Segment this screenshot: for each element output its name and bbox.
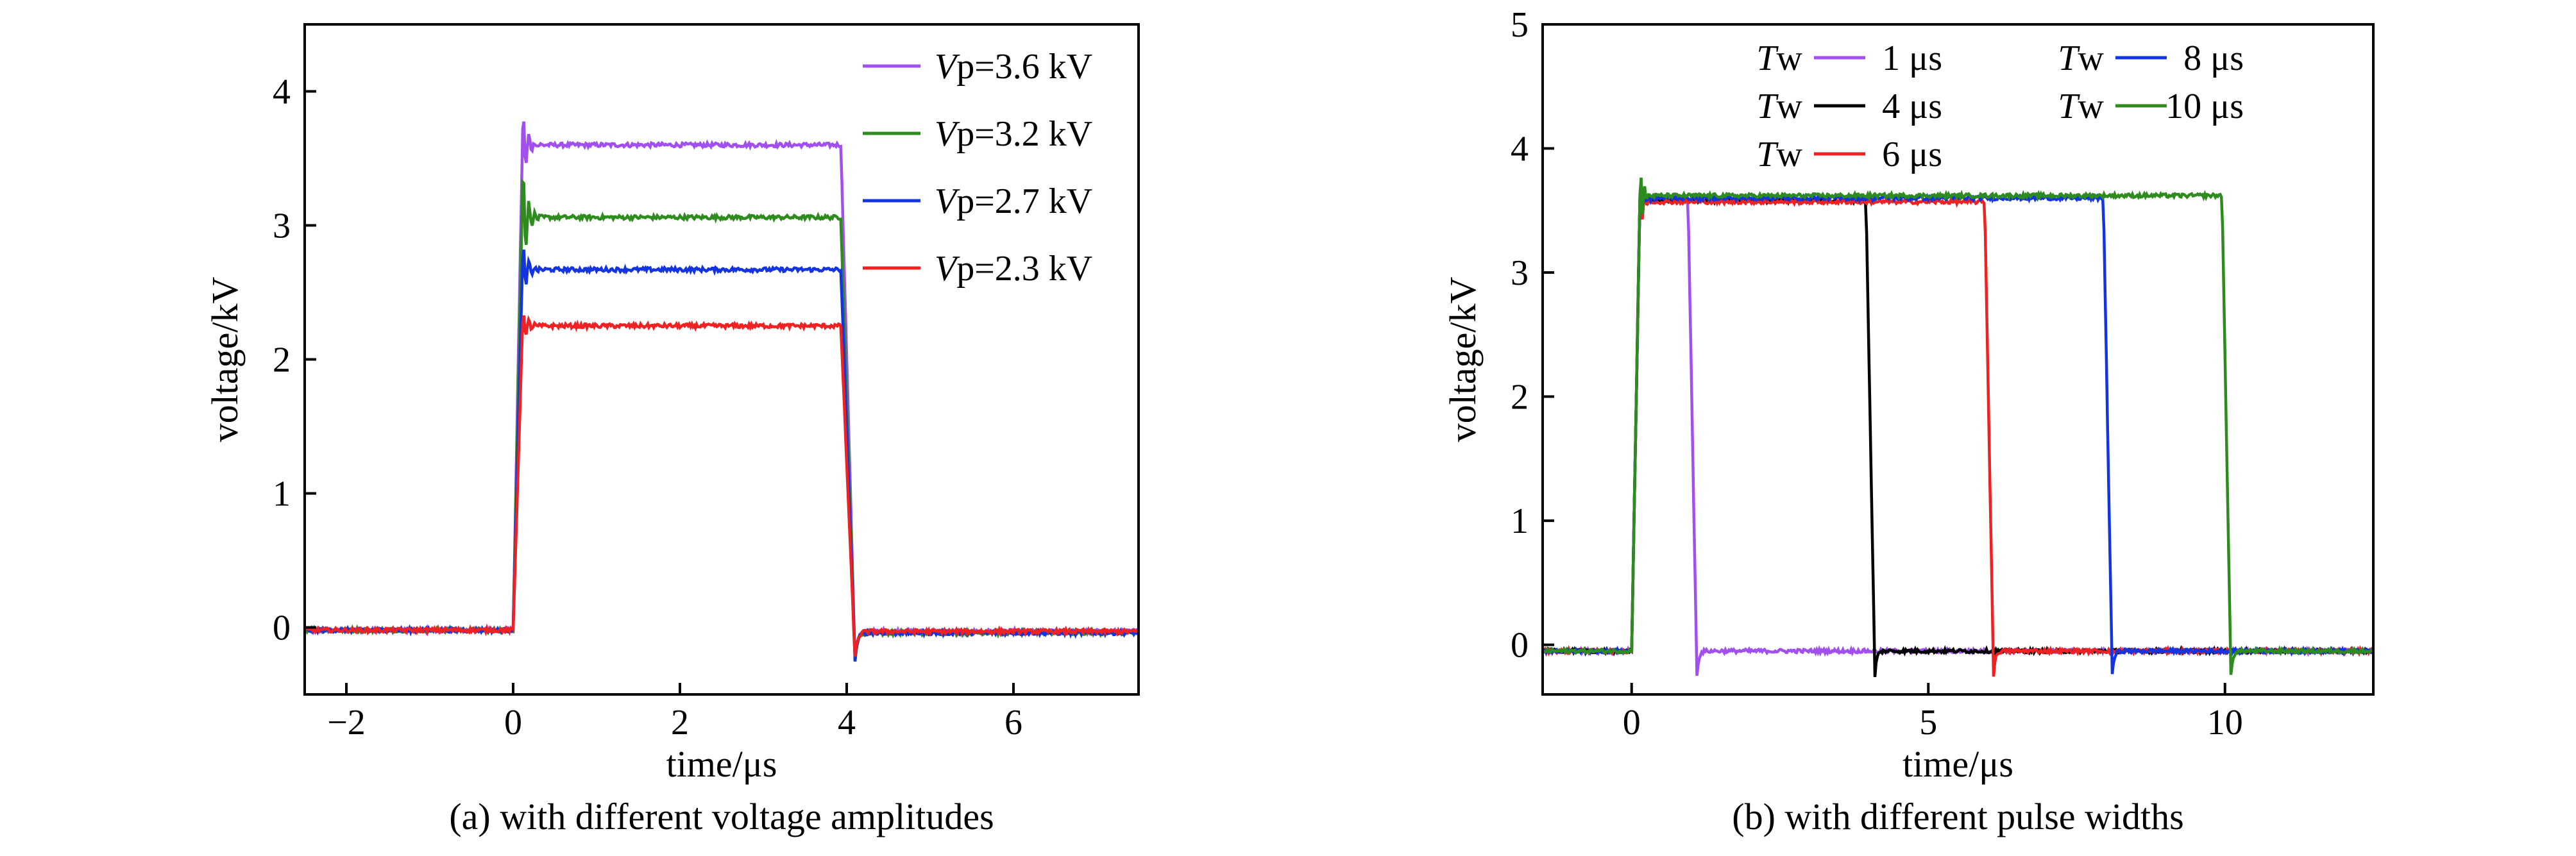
y-tick-label: 0 bbox=[1511, 626, 1529, 666]
x-tick-label: −2 bbox=[327, 703, 366, 743]
legend-prefix-5: Tw bbox=[2058, 87, 2104, 126]
y-tick-label: 4 bbox=[1511, 130, 1529, 169]
x-tick-label: 2 bbox=[671, 703, 689, 743]
y-tick-label: 5 bbox=[1511, 5, 1529, 45]
series-line-3 bbox=[1543, 185, 2373, 677]
x-tick-label: 6 bbox=[1004, 703, 1022, 743]
legend-label-5: 10 μs bbox=[2165, 87, 2244, 126]
x-tick-label: 0 bbox=[504, 703, 522, 743]
y-tick-label: 4 bbox=[273, 72, 291, 112]
y-tick-label: 3 bbox=[1511, 253, 1529, 293]
y-tick-label: 0 bbox=[273, 608, 291, 648]
series-line-3 bbox=[305, 249, 1139, 662]
series-line-5 bbox=[1543, 177, 2373, 675]
legend-prefix-3: Tw bbox=[1756, 135, 1802, 174]
y-axis-label: voltage/kV bbox=[1442, 277, 1484, 442]
plot-frame bbox=[1541, 23, 2375, 696]
series-line-2 bbox=[1543, 185, 2373, 677]
y-tick-label: 2 bbox=[1511, 378, 1529, 417]
legend-label-3: 6 μs bbox=[1882, 135, 1942, 174]
legend-label-2: 4 μs bbox=[1882, 87, 1942, 126]
series-line-1 bbox=[1543, 178, 2373, 676]
x-tick-label: 0 bbox=[1623, 703, 1641, 743]
panel-a-voltage-amplitudes: −2 0 2 4 6 0 1 2 3 4 time/μs voltage/kV (a) with dif… bbox=[204, 23, 1140, 837]
y-tick-label: 1 bbox=[1511, 501, 1529, 541]
legend: Vp=3.6 kV Vp=3.2 kV Vp=2.7 kV Vp=2.3 kV bbox=[863, 47, 1092, 289]
legend-label-3: Vp=2.7 kV bbox=[935, 181, 1092, 221]
legend-label-4: 8 μs bbox=[2183, 38, 2244, 78]
legend-label-4: Vp=2.3 kV bbox=[935, 249, 1092, 289]
panel-caption: (b) with different pulse widths bbox=[1732, 796, 2183, 837]
x-tick-label: 10 bbox=[2207, 703, 2243, 743]
legend-label-1: Vp=3.6 kV bbox=[935, 47, 1092, 87]
y-tick-label: 1 bbox=[273, 474, 291, 514]
legend-prefix-4: Tw bbox=[2058, 38, 2104, 78]
panel-caption: (a) with different voltage amplitudes bbox=[449, 796, 994, 837]
x-tick-label: 4 bbox=[838, 703, 856, 743]
series-line-4 bbox=[305, 315, 1139, 657]
x-axis-label: time/μs bbox=[1902, 743, 2013, 785]
y-axis-label: voltage/kV bbox=[204, 277, 246, 442]
legend: Tw 1 μs Tw 4 μs Tw 6 μs Tw 8 μs Tw 10 μs bbox=[1756, 38, 2244, 174]
y-tick-label: 2 bbox=[273, 340, 291, 380]
x-tick-label: 5 bbox=[1919, 703, 1937, 743]
series-line-4 bbox=[1543, 182, 2373, 675]
y-tick-label: 3 bbox=[273, 206, 291, 246]
x-axis-label: time/μs bbox=[666, 743, 777, 785]
legend-label-2: Vp=3.2 kV bbox=[935, 114, 1092, 154]
legend-prefix-2: Tw bbox=[1756, 87, 1802, 126]
legend-prefix-1: Tw bbox=[1756, 38, 1802, 78]
legend-label-1: 1 μs bbox=[1882, 38, 1942, 78]
